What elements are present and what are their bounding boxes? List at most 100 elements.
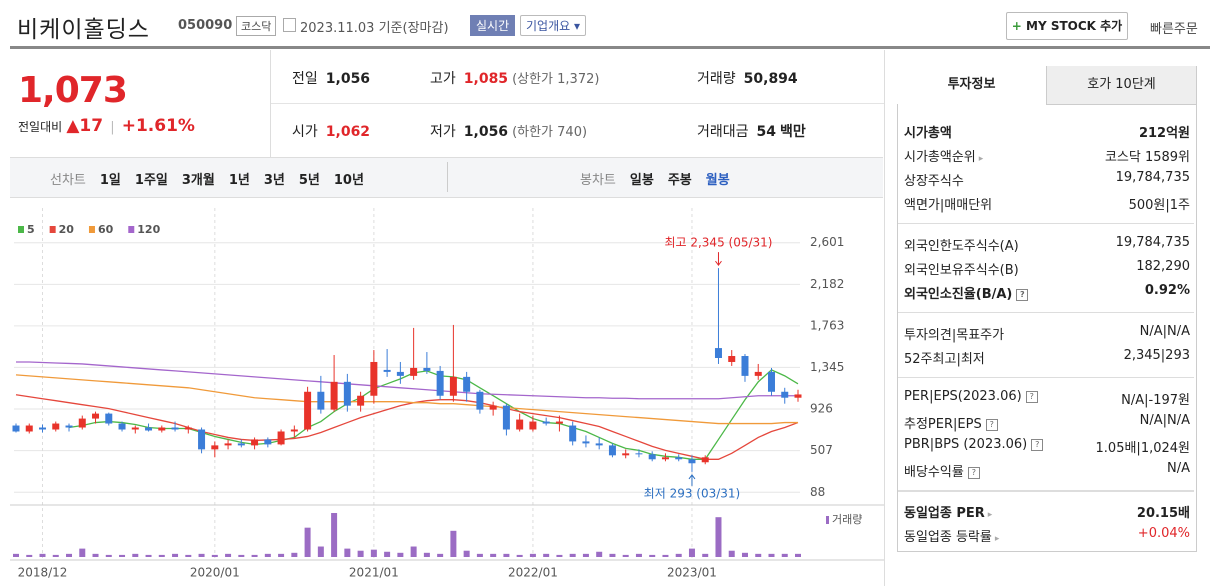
info-value-text: 182,290 [1136, 259, 1190, 274]
candle-body [648, 454, 656, 460]
volume-bar [172, 553, 179, 557]
stat: 고가 1,085 (상한가 1,372) [430, 68, 599, 88]
volume-bar [649, 554, 656, 557]
period-button[interactable]: 3개월 [181, 173, 215, 188]
info-value-text: +0.04% [1137, 526, 1190, 541]
period-button[interactable]: 주봉 [667, 173, 692, 188]
mystock-button[interactable]: + MY STOCK 추가 [1006, 12, 1128, 40]
stat-label: 거래대금 [697, 124, 749, 140]
stat: 저가 1,056 (하한가 740) [430, 121, 587, 141]
volume-bar [384, 551, 391, 557]
volume-bar [357, 550, 364, 557]
volume-bar [119, 554, 126, 557]
candle-body [767, 371, 775, 392]
info-value-text: 1주 [1169, 198, 1190, 213]
toolbar-label: 봉차트 [580, 173, 616, 188]
candle-body [237, 443, 245, 446]
period-button[interactable]: 1일 [99, 173, 121, 188]
candle-body [688, 459, 696, 464]
volume-bar [476, 553, 483, 557]
divider [270, 50, 271, 157]
candle-body [555, 421, 563, 424]
x-tick-label: 2022/01 [508, 566, 558, 580]
volume-legend: 거래량 [832, 513, 862, 526]
candle-body [396, 371, 404, 376]
volume-bar [503, 553, 510, 557]
info-value-text: 500원 [1128, 198, 1166, 213]
volume-bar [516, 554, 523, 557]
info-value: N/A|-197원 [1121, 389, 1190, 408]
info-value-text: N/A [1167, 413, 1190, 428]
separator: | [1162, 324, 1167, 339]
candle-body [476, 391, 484, 410]
volume-bar [317, 546, 324, 557]
candle-body [290, 429, 298, 432]
period-button[interactable]: 1주일 [134, 173, 168, 188]
period-button[interactable]: 월봉 [705, 173, 730, 188]
y-tick-label: 507 [810, 443, 833, 457]
volume-bar [423, 552, 430, 557]
line-periods: 선차트 1일 1주일 3개월 1년 3년 5년 10년 [50, 169, 378, 188]
candle-body [277, 431, 285, 445]
period-button[interactable]: 1년 [228, 173, 250, 188]
tab[interactable]: 호가 10단계 [1046, 66, 1196, 105]
realtime-button[interactable]: 실시간 [470, 15, 516, 36]
volume-bar [304, 527, 311, 557]
volume-legend-swatch [826, 516, 829, 524]
info-label: 시가총액순위 ▸ [904, 146, 983, 165]
candle-body [304, 391, 312, 430]
separator: | [1162, 413, 1167, 428]
candle-body [542, 421, 550, 424]
chart: 88 507 926 1,345 1,763 2,182 2,601 2018/12 2020/… [10, 208, 884, 580]
candle-body [622, 453, 630, 456]
info-value-text: N/A [1121, 393, 1145, 408]
period-button[interactable]: 일봉 [629, 173, 654, 188]
stat-value: 1,085 [463, 71, 509, 87]
candle-body [264, 439, 272, 445]
candle-body [436, 370, 444, 396]
candle-body [516, 419, 524, 430]
period-button[interactable]: 3년 [263, 173, 285, 188]
info-label-text: 52주최고 [904, 352, 957, 367]
help-icon: ? [1016, 288, 1029, 301]
info-value-text: 212억원 [1138, 126, 1190, 141]
separator: | [956, 352, 961, 367]
help-icon: ? [967, 466, 980, 479]
info-label: 52주최고|최저 [904, 348, 985, 367]
candle-body [198, 429, 206, 450]
low-annotation: 최저 293 (03/31) [644, 486, 741, 500]
candle-body [410, 367, 418, 376]
candle-body [714, 348, 722, 358]
overview-button[interactable]: 기업개요 ▾ [520, 15, 587, 36]
candle-body [131, 427, 139, 430]
candle-body [383, 369, 391, 372]
candle-body [675, 457, 683, 460]
stat-label: 고가 [430, 71, 456, 87]
volume-bar [39, 553, 46, 557]
volume-bar [728, 550, 735, 557]
volume-bar [264, 553, 271, 557]
info-label: 동일업종 등락률 ▸ [904, 526, 999, 545]
quick-order[interactable]: 빠른주문 [1150, 22, 1198, 37]
separator: | [1165, 198, 1170, 213]
separator: | [953, 417, 958, 432]
candle-body [145, 427, 153, 431]
volume-bar [755, 553, 762, 557]
volume-bar [397, 552, 404, 557]
volume-bar [52, 554, 59, 557]
x-tick-label: 2021/01 [349, 566, 399, 580]
candle-periods: 봉차트 일봉 주봉 월봉 [580, 169, 744, 188]
tab[interactable]: 투자정보 [897, 66, 1046, 104]
volume-bar [92, 553, 99, 557]
legend-label: 20 [59, 223, 75, 236]
candle-body [78, 418, 86, 428]
volume-bar [702, 553, 709, 557]
period-button[interactable]: 10년 [333, 173, 364, 188]
period-button[interactable]: 5년 [298, 173, 320, 188]
volume-bar [622, 554, 629, 557]
volume-bar [450, 530, 457, 557]
info-label-text: PBR [904, 437, 930, 452]
info-label-text: PER [904, 389, 930, 404]
volume-bar [291, 552, 298, 557]
info-value-text: N/A [1167, 461, 1190, 476]
